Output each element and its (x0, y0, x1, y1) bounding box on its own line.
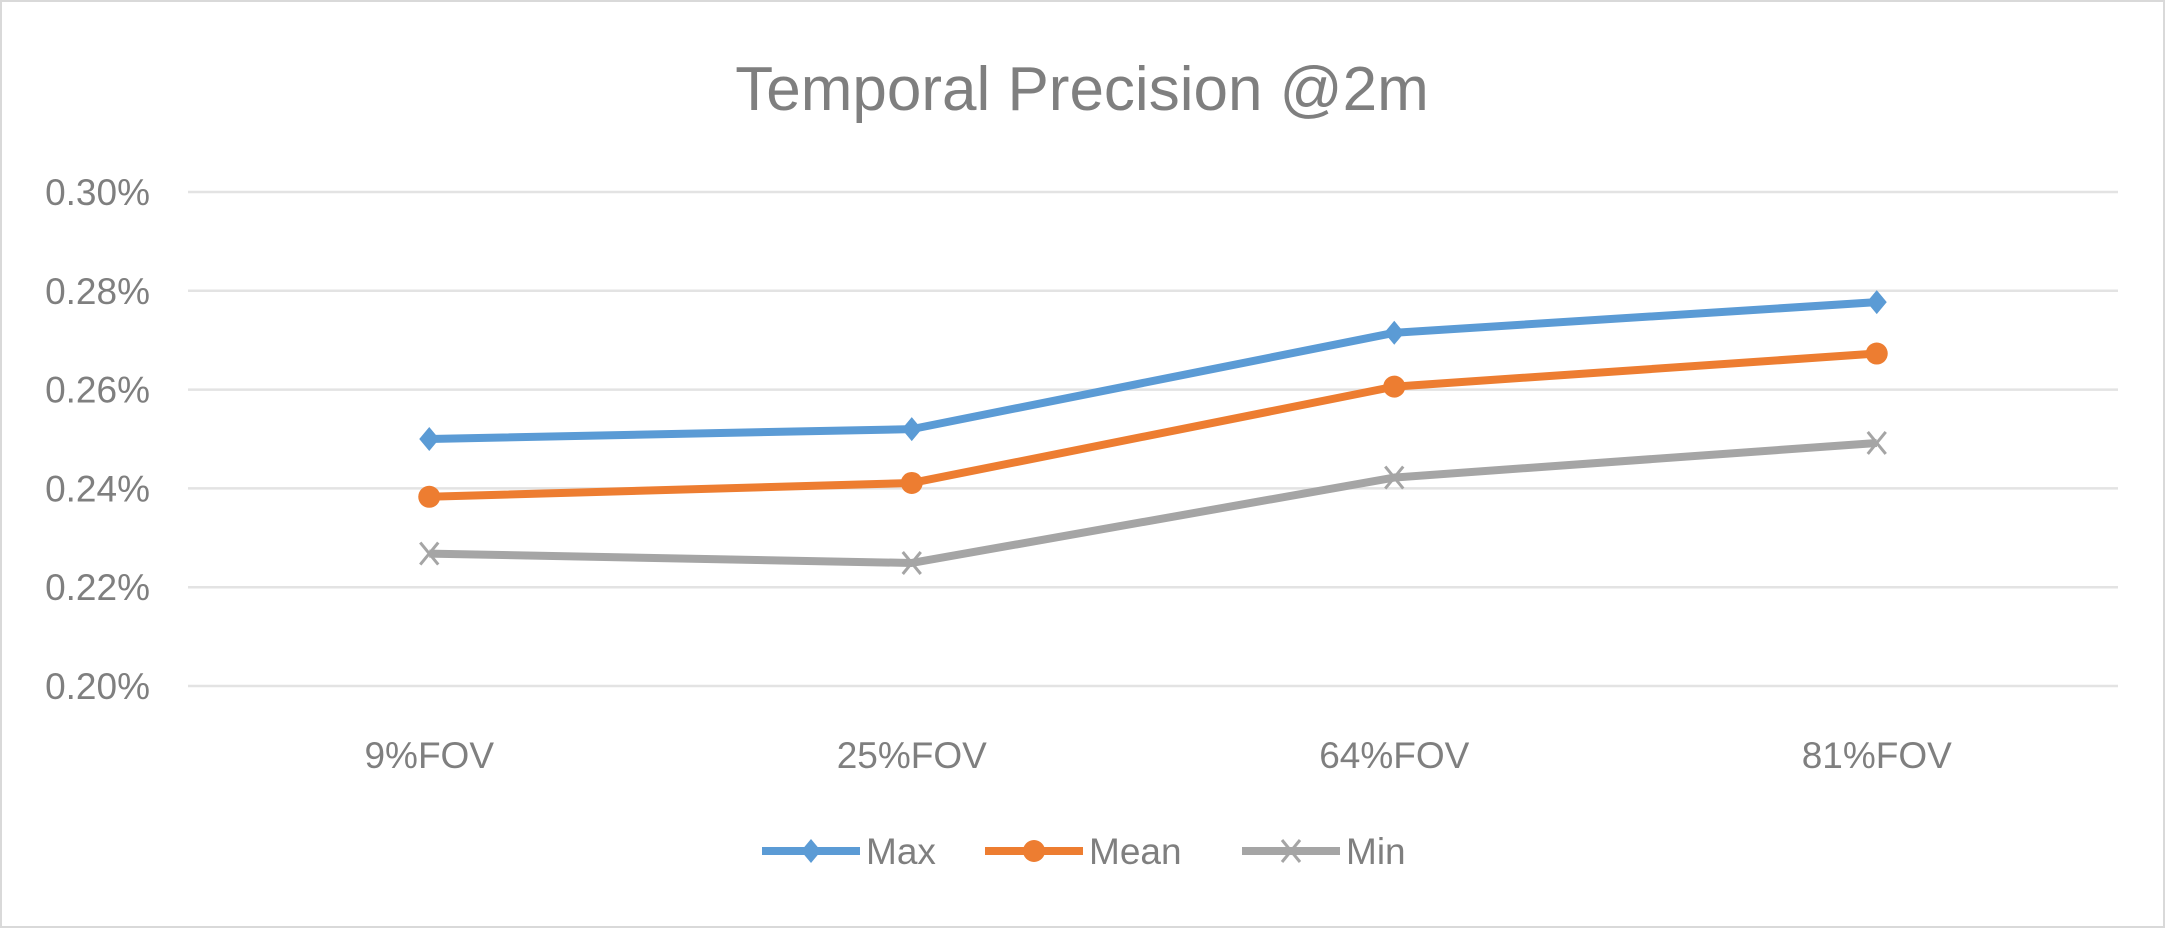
x-tick-label: 81%FOV (1802, 735, 1952, 776)
y-tick-label: 0.28% (45, 271, 150, 312)
gridlines (188, 190, 2118, 688)
series-line-min (429, 438, 1878, 567)
data-point-min (901, 551, 922, 575)
y-tick-label: 0.30% (45, 172, 150, 213)
data-point-min (419, 541, 440, 566)
legend-label: Min (1346, 831, 1406, 872)
legend-item-max: Max (762, 831, 936, 872)
y-tick-label: 0.26% (45, 370, 150, 411)
y-axis-ticks: 0.20% 0.22% 0.24% 0.26% 0.28% 0.30% (45, 172, 150, 707)
legend: Max Mean Min (762, 831, 1406, 872)
data-point-mean (418, 485, 441, 508)
data-point-max (1384, 320, 1405, 345)
legend-marker (1280, 839, 1302, 863)
data-point-max (419, 427, 440, 451)
data-point-mean (1383, 375, 1406, 398)
x-tick-label: 64%FOV (1319, 735, 1469, 776)
legend-item-min: Min (1242, 831, 1406, 872)
data-point-mean (900, 471, 923, 494)
series-lines (418, 290, 1888, 575)
data-point-min (1866, 431, 1887, 455)
data-point-mean (1865, 342, 1888, 365)
x-tick-label: 25%FOV (837, 735, 987, 776)
series-line-mean (429, 349, 1878, 501)
y-tick-label: 0.22% (45, 567, 150, 608)
chart-title: Temporal Precision @2m (735, 55, 1429, 124)
legend-label: Mean (1089, 831, 1182, 872)
x-tick-label: 9%FOV (364, 735, 494, 776)
data-point-min (1384, 465, 1405, 490)
data-point-max (1866, 290, 1887, 315)
legend-marker (801, 839, 821, 863)
data-point-max (901, 417, 922, 442)
y-tick-label: 0.24% (45, 468, 150, 509)
legend-item-mean: Mean (985, 831, 1182, 872)
y-tick-label: 0.20% (45, 666, 150, 707)
x-axis-ticks: 9%FOV 25%FOV 64%FOV 81%FOV (364, 735, 1952, 776)
legend-marker (1023, 840, 1045, 862)
legend-label: Max (866, 831, 936, 872)
series-line-max (429, 298, 1878, 443)
